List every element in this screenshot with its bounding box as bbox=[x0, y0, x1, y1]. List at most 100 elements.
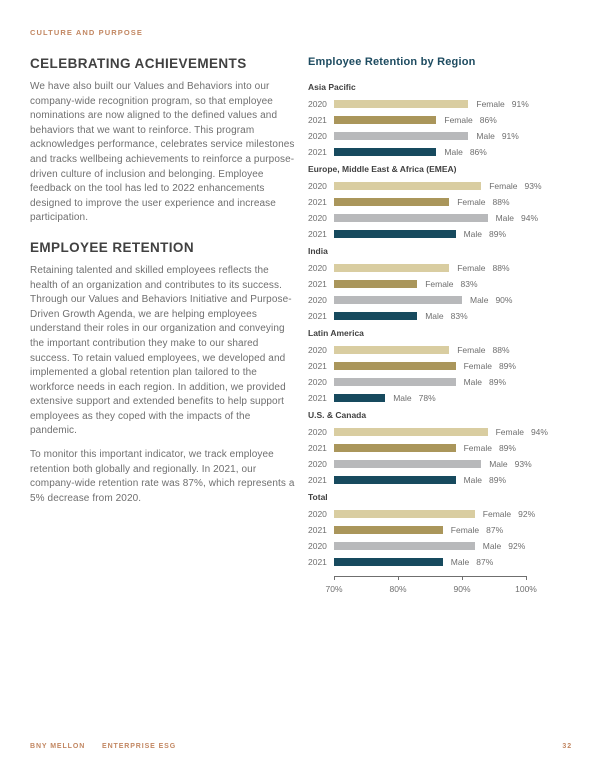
bar bbox=[334, 526, 443, 534]
bar-year-label: 2021 bbox=[308, 147, 327, 157]
bar bbox=[334, 214, 488, 222]
chart-row: 2020 Female 94% bbox=[308, 424, 572, 440]
bar-value-label: 89% bbox=[498, 443, 516, 453]
bar-value-label: 88% bbox=[492, 263, 510, 273]
paragraph: We have also built our Values and Behavi… bbox=[30, 81, 295, 224]
bar-year-label: 2020 bbox=[308, 345, 327, 355]
bar-year-label: 2021 bbox=[308, 115, 327, 125]
chart-row: 2020 Female 88% bbox=[308, 260, 572, 276]
bar bbox=[334, 476, 456, 484]
bar-value-label: 89% bbox=[489, 229, 507, 239]
section-celebrating-achievements: CELEBRATING ACHIEVEMENTS We have also bu… bbox=[30, 56, 295, 226]
chart-row: 2020 Female 92% bbox=[308, 506, 572, 522]
region-label: Europe, Middle East & Africa (EMEA) bbox=[308, 164, 457, 174]
bar-year-label: 2021 bbox=[308, 525, 327, 535]
bar-value-label: 94% bbox=[521, 213, 539, 223]
bar-value-label: 86% bbox=[469, 147, 487, 157]
bar-gender-label: Female bbox=[425, 279, 454, 289]
footer-brand: BNY MELLON bbox=[30, 743, 86, 750]
bar-year-label: 2021 bbox=[308, 197, 327, 207]
axis-tick bbox=[526, 576, 527, 580]
chart-row: 2020 Male 92% bbox=[308, 538, 572, 554]
bar bbox=[334, 312, 418, 320]
section-employee-retention: EMPLOYEE RETENTION Retaining talented an… bbox=[30, 240, 295, 507]
bar bbox=[334, 510, 475, 518]
chart-row: 2021 Female 87% bbox=[308, 522, 572, 538]
bar-value-label: 90% bbox=[495, 295, 513, 305]
bar-gender-label: Female bbox=[450, 525, 480, 535]
chart-group: Asia Pacific 2020 Female 91% 2021 Female 86% 20… bbox=[308, 81, 572, 160]
bar-value-label: 88% bbox=[492, 197, 510, 207]
bar bbox=[334, 558, 443, 566]
bar-value-label: 91% bbox=[511, 99, 529, 109]
bar bbox=[334, 264, 450, 272]
bar-year-label: 2021 bbox=[308, 279, 327, 289]
footer-doc-title: ENTERPRISE ESG bbox=[102, 743, 177, 750]
bar-gender-label: Female bbox=[444, 115, 473, 125]
axis-tick-label: 70% bbox=[325, 584, 343, 594]
bar-gender-label: Female bbox=[489, 181, 518, 191]
bar bbox=[334, 362, 456, 370]
bar-year-label: 2020 bbox=[308, 459, 327, 469]
chart-group: Total 2020 Female 92% 2021 Female 87% 2020 Male 9… bbox=[308, 491, 572, 570]
chart-x-axis: 70% 80% 90% 100% bbox=[325, 576, 537, 598]
chart-row: 2021 Female 88% bbox=[308, 194, 572, 210]
bar-year-label: 2020 bbox=[308, 131, 327, 141]
bar-year-label: 2021 bbox=[308, 361, 327, 371]
bar-gender-label: Male bbox=[482, 541, 502, 551]
bar-year-label: 2021 bbox=[308, 229, 327, 239]
bar bbox=[334, 444, 456, 452]
bar-gender-label: Male bbox=[495, 213, 515, 223]
chart-row: 2021 Female 83% bbox=[308, 276, 572, 292]
text-column: CELEBRATING ACHIEVEMENTS We have also bu… bbox=[30, 56, 295, 598]
region-label: India bbox=[308, 246, 328, 256]
footer-left: BNY MELLON ENTERPRISE ESG bbox=[30, 743, 176, 750]
bar-value-label: 83% bbox=[460, 279, 478, 289]
bar bbox=[334, 280, 418, 288]
bar-year-label: 2020 bbox=[308, 295, 327, 305]
bar-year-label: 2020 bbox=[308, 377, 327, 387]
chart-group: India 2020 Female 88% 2021 Female 83% 2020 Male 9… bbox=[308, 245, 572, 324]
axis-tick bbox=[334, 576, 335, 580]
bar-value-label: 91% bbox=[501, 131, 519, 141]
bar-year-label: 2020 bbox=[308, 99, 327, 109]
chart-group: U.S. & Canada 2020 Female 94% 2021 Female 89% 2… bbox=[308, 409, 572, 488]
chart-group: Latin America 2020 Female 88% 2021 Female 89% 2… bbox=[308, 327, 572, 406]
bar bbox=[334, 394, 386, 402]
bar-gender-label: Male bbox=[470, 295, 489, 305]
bar-value-label: 93% bbox=[514, 459, 532, 469]
bar bbox=[334, 116, 437, 124]
bar-gender-label: Female bbox=[495, 427, 524, 437]
bar-gender-label: Female bbox=[482, 509, 512, 519]
chart-row: 2021 Female 89% bbox=[308, 440, 572, 456]
bar-value-label: 89% bbox=[498, 361, 516, 371]
axis-tick-label: 80% bbox=[389, 584, 407, 594]
bar bbox=[334, 198, 450, 206]
bar-value-label: 89% bbox=[489, 377, 507, 387]
section-heading: EMPLOYEE RETENTION bbox=[30, 239, 194, 255]
bar bbox=[334, 346, 450, 354]
bar-gender-label: Female bbox=[463, 443, 492, 453]
page-content: CELEBRATING ACHIEVEMENTS We have also bu… bbox=[30, 56, 572, 598]
bar bbox=[334, 542, 475, 550]
chart-row: 2021 Male 89% bbox=[308, 226, 572, 242]
chart-row: 2021 Male 89% bbox=[308, 472, 572, 488]
bar bbox=[334, 100, 469, 108]
bar-gender-label: Female bbox=[463, 361, 492, 371]
bar-gender-label: Male bbox=[393, 393, 412, 403]
region-label: Latin America bbox=[308, 328, 364, 338]
bar-value-label: 93% bbox=[524, 181, 542, 191]
bar-value-label: 87% bbox=[486, 525, 504, 535]
bar-gender-label: Female bbox=[457, 197, 486, 207]
page-footer: BNY MELLON ENTERPRISE ESG 32 bbox=[30, 743, 572, 750]
bar-gender-label: Male bbox=[444, 147, 463, 157]
paragraph: Retaining talented and skilled employees… bbox=[30, 264, 292, 437]
chart-row: 2021 Female 86% bbox=[308, 112, 572, 128]
bar-year-label: 2021 bbox=[308, 475, 327, 485]
bar-year-label: 2020 bbox=[308, 541, 327, 551]
chart-groups: Asia Pacific 2020 Female 91% 2021 Female 86% 20… bbox=[308, 81, 572, 570]
bar bbox=[334, 230, 456, 238]
bar-gender-label: Female bbox=[476, 99, 505, 109]
bar bbox=[334, 296, 462, 304]
